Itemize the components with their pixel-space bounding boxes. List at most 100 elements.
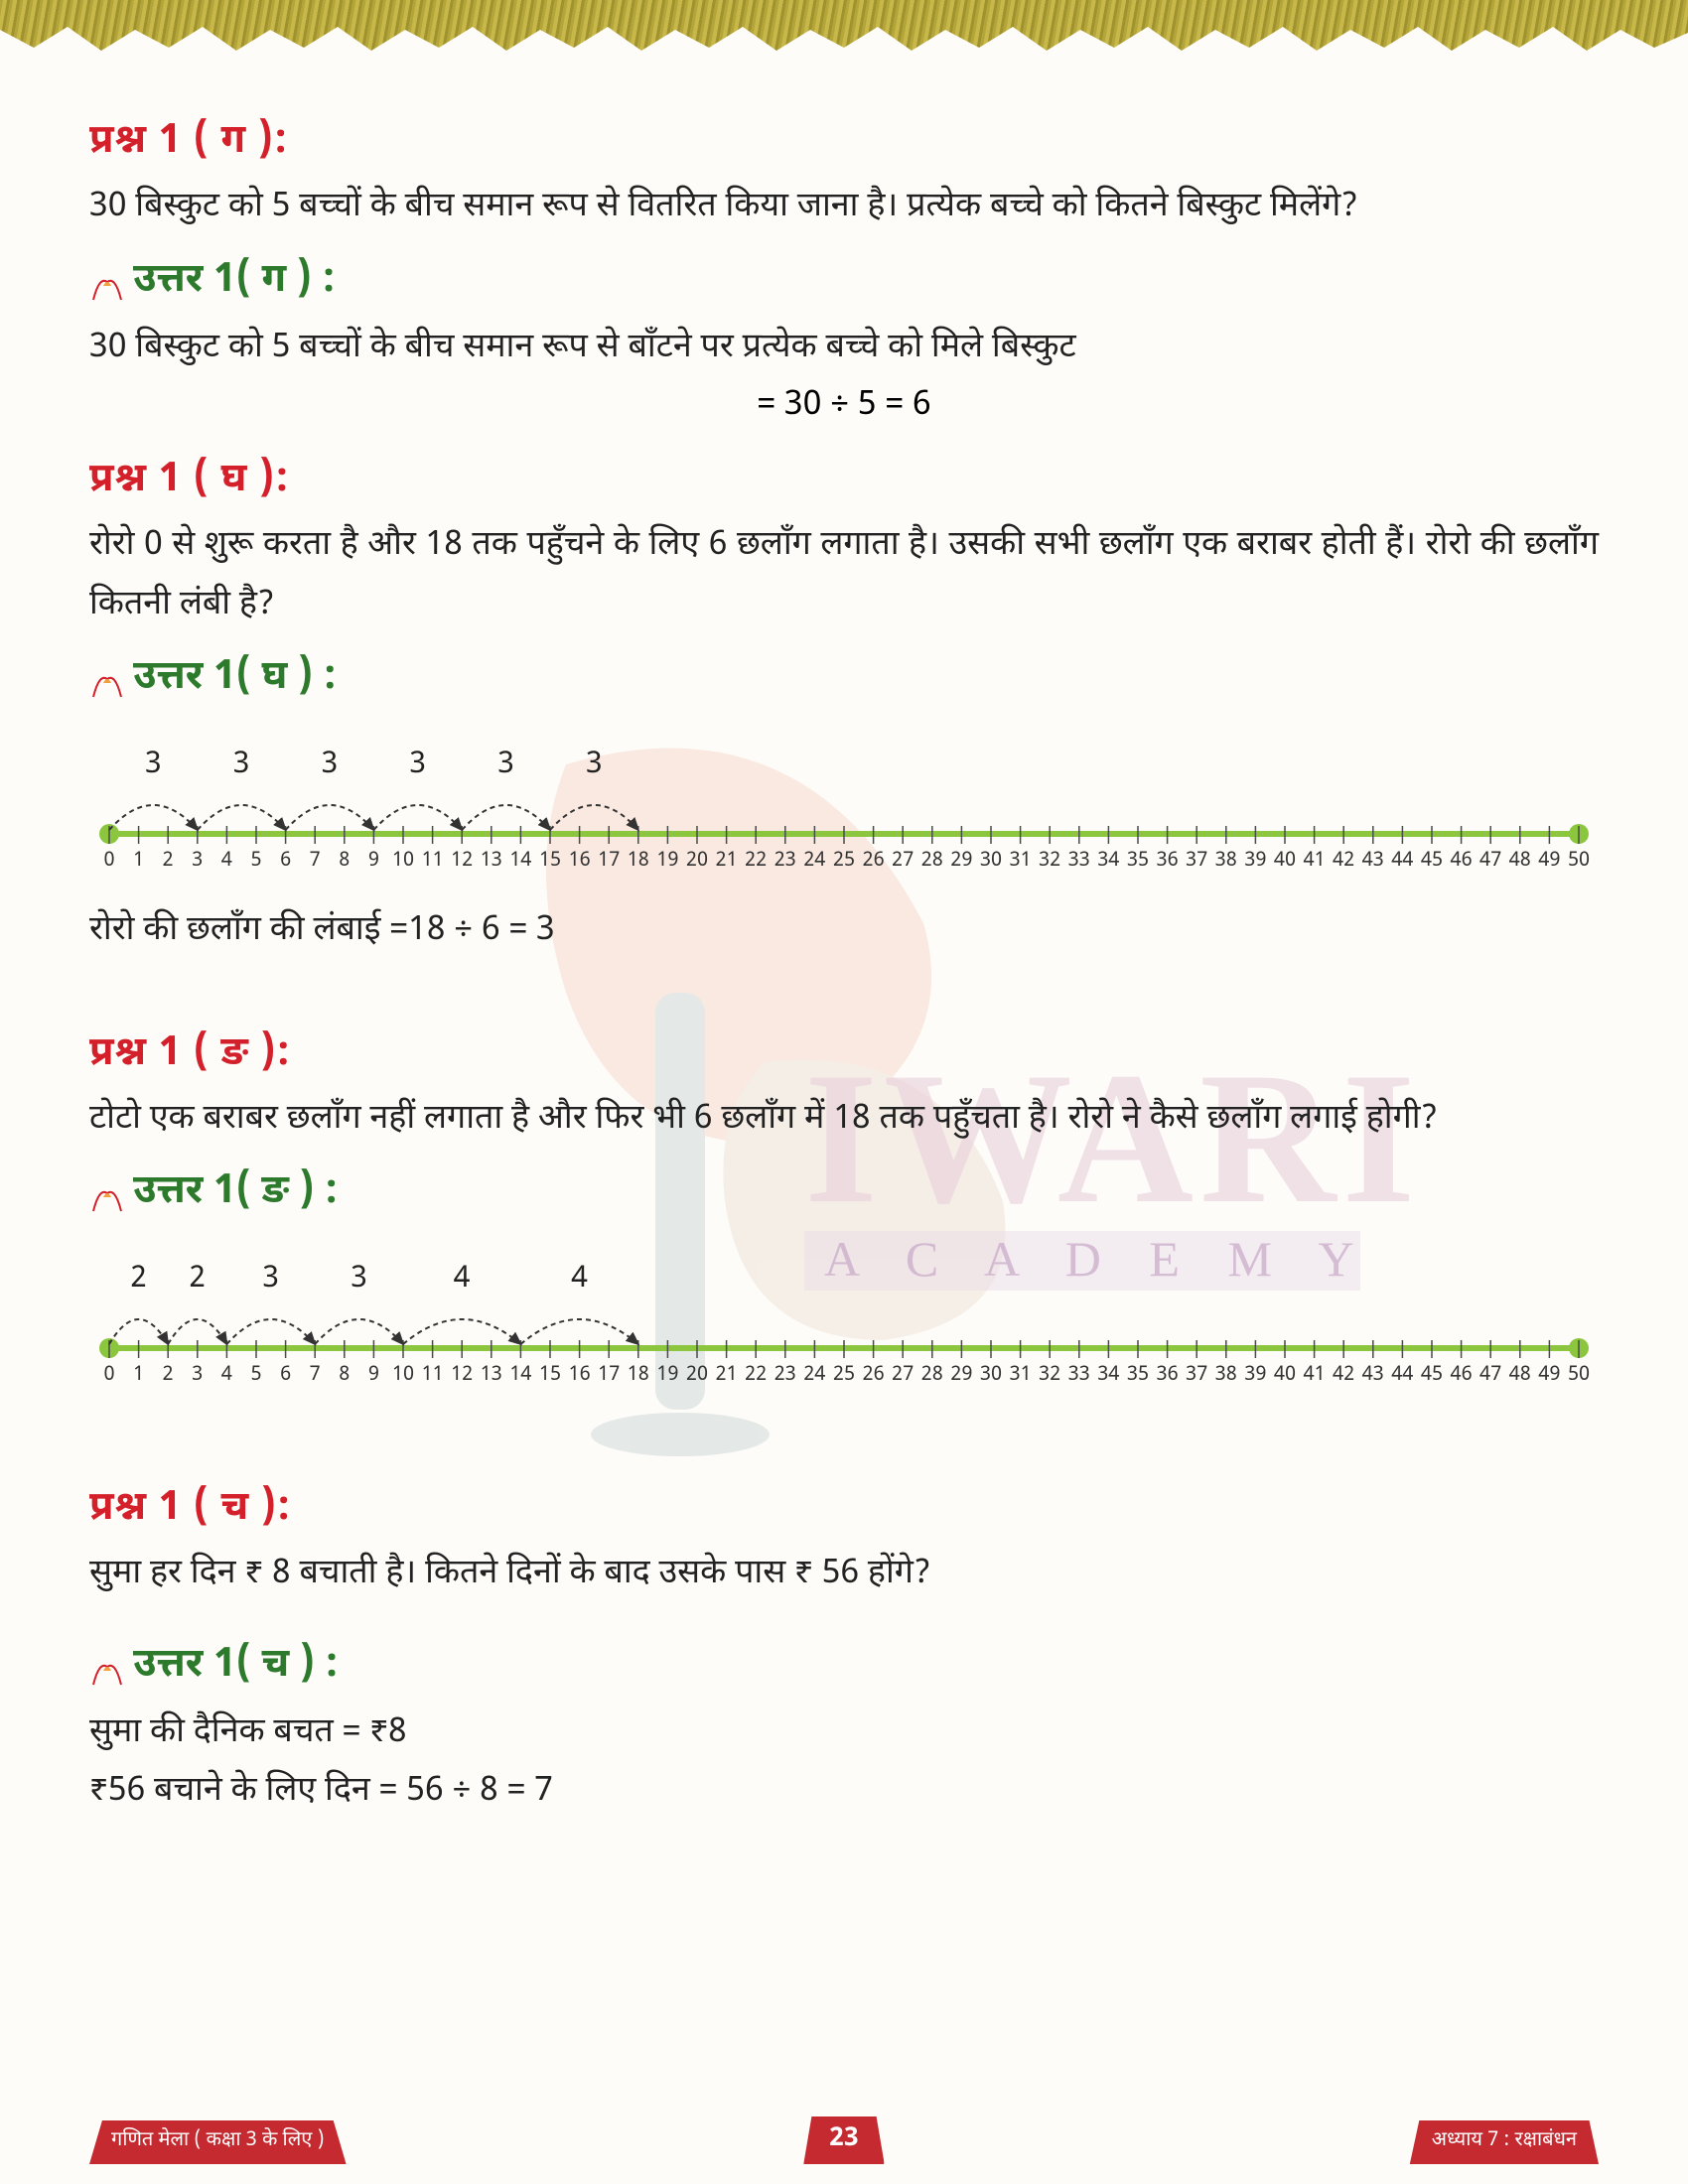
svg-text:33: 33 bbox=[1068, 1363, 1090, 1389]
svg-text:29: 29 bbox=[950, 1363, 972, 1389]
svg-text:3: 3 bbox=[586, 747, 603, 785]
svg-text:3: 3 bbox=[351, 1261, 367, 1299]
svg-text:11: 11 bbox=[422, 1363, 444, 1389]
answer-1f-line1: सुमा की दैनिक बचत = ₹8 bbox=[89, 1705, 1599, 1764]
answer-1f-heading: उत्तर 1( च ) : bbox=[89, 1641, 1599, 1693]
svg-text:31: 31 bbox=[1010, 849, 1032, 875]
svg-text:33: 33 bbox=[1068, 849, 1090, 875]
svg-text:32: 32 bbox=[1039, 1363, 1060, 1389]
footer-left-label: गणित मेला ( कक्षा 3 के लिए ) bbox=[89, 2120, 347, 2164]
question-1f-body: सुमा हर दिन ₹ 8 बचाती है। कितने दिनों के… bbox=[89, 1546, 1599, 1605]
svg-text:4: 4 bbox=[571, 1261, 588, 1299]
svg-text:9: 9 bbox=[368, 849, 379, 875]
svg-text:0: 0 bbox=[103, 849, 114, 875]
svg-text:4: 4 bbox=[454, 1261, 471, 1299]
svg-text:43: 43 bbox=[1362, 1363, 1384, 1389]
answer-1e-heading: उत्तर 1( ङ ) : bbox=[89, 1167, 1599, 1219]
svg-text:25: 25 bbox=[833, 849, 855, 875]
svg-text:43: 43 bbox=[1362, 849, 1384, 875]
svg-text:46: 46 bbox=[1451, 1363, 1473, 1389]
svg-text:42: 42 bbox=[1333, 1363, 1354, 1389]
svg-text:31: 31 bbox=[1010, 1363, 1032, 1389]
svg-text:21: 21 bbox=[716, 849, 738, 875]
svg-text:10: 10 bbox=[392, 1363, 414, 1389]
svg-text:15: 15 bbox=[539, 849, 561, 875]
svg-text:41: 41 bbox=[1304, 1363, 1326, 1389]
numberline-1e: 0123456789101112131415161718192021222324… bbox=[89, 1237, 1599, 1403]
svg-text:25: 25 bbox=[833, 1363, 855, 1389]
svg-text:28: 28 bbox=[921, 849, 943, 875]
svg-text:12: 12 bbox=[451, 1363, 473, 1389]
svg-text:16: 16 bbox=[569, 849, 591, 875]
svg-text:5: 5 bbox=[250, 849, 261, 875]
svg-text:20: 20 bbox=[686, 1363, 708, 1389]
svg-text:19: 19 bbox=[656, 1363, 678, 1389]
answer-1e-label: उत्तर 1( ङ ) : bbox=[133, 1167, 338, 1219]
svg-text:38: 38 bbox=[1215, 1363, 1237, 1389]
answer-1c-calc: = 30 ÷ 5 = 6 bbox=[89, 384, 1599, 428]
svg-text:28: 28 bbox=[921, 1363, 943, 1389]
svg-text:38: 38 bbox=[1215, 849, 1237, 875]
svg-text:50: 50 bbox=[1568, 849, 1590, 875]
question-1f-heading: प्रश्न 1 ( च ): bbox=[89, 1484, 1599, 1536]
svg-text:44: 44 bbox=[1391, 849, 1413, 875]
svg-text:7: 7 bbox=[310, 849, 321, 875]
svg-text:3: 3 bbox=[497, 747, 514, 785]
numberline-1e-svg: 0123456789101112131415161718192021222324… bbox=[89, 1237, 1599, 1396]
svg-text:19: 19 bbox=[656, 849, 678, 875]
svg-text:1: 1 bbox=[133, 1363, 144, 1389]
svg-text:3: 3 bbox=[192, 1363, 203, 1389]
svg-text:2: 2 bbox=[190, 1261, 207, 1299]
answer-1f-line2: ₹56 बचाने के लिए दिन = 56 ÷ 8 = 7 bbox=[89, 1763, 1599, 1823]
svg-text:13: 13 bbox=[481, 849, 502, 875]
svg-text:36: 36 bbox=[1157, 1363, 1179, 1389]
svg-text:17: 17 bbox=[598, 1363, 620, 1389]
svg-text:24: 24 bbox=[803, 849, 825, 875]
svg-text:50: 50 bbox=[1568, 1363, 1590, 1389]
svg-text:22: 22 bbox=[745, 1363, 767, 1389]
svg-text:18: 18 bbox=[628, 849, 649, 875]
svg-text:2: 2 bbox=[163, 849, 174, 875]
svg-text:3: 3 bbox=[410, 747, 427, 785]
question-1d-heading: प्रश्न 1 ( घ ): bbox=[89, 456, 1599, 507]
tiwari-logo-icon bbox=[89, 267, 125, 297]
svg-text:3: 3 bbox=[233, 747, 250, 785]
footer-page-number: 23 bbox=[803, 2116, 884, 2164]
svg-text:30: 30 bbox=[980, 849, 1002, 875]
svg-text:34: 34 bbox=[1097, 1363, 1119, 1389]
svg-text:1: 1 bbox=[133, 849, 144, 875]
svg-text:36: 36 bbox=[1157, 849, 1179, 875]
svg-text:3: 3 bbox=[192, 849, 203, 875]
svg-text:27: 27 bbox=[892, 849, 914, 875]
svg-text:34: 34 bbox=[1097, 849, 1119, 875]
svg-text:12: 12 bbox=[451, 849, 473, 875]
footer-page-wrap: 23 bbox=[803, 2116, 884, 2164]
svg-text:49: 49 bbox=[1538, 849, 1560, 875]
answer-1d-label: उत्तर 1( घ ) : bbox=[133, 653, 337, 705]
question-1c-body: 30 बिस्कुट को 5 बच्चों के बीच समान रूप स… bbox=[89, 179, 1599, 238]
svg-text:5: 5 bbox=[250, 1363, 261, 1389]
answer-1c-label: उत्तर 1( ग ) : bbox=[133, 256, 336, 308]
svg-text:2: 2 bbox=[163, 1363, 174, 1389]
svg-text:4: 4 bbox=[221, 849, 232, 875]
svg-text:18: 18 bbox=[628, 1363, 649, 1389]
tiwari-logo-icon bbox=[89, 664, 125, 694]
svg-text:17: 17 bbox=[598, 849, 620, 875]
svg-text:39: 39 bbox=[1244, 849, 1266, 875]
svg-text:2: 2 bbox=[130, 1261, 147, 1299]
svg-text:35: 35 bbox=[1127, 849, 1149, 875]
svg-text:48: 48 bbox=[1509, 1363, 1531, 1389]
svg-text:24: 24 bbox=[803, 1363, 825, 1389]
svg-text:29: 29 bbox=[950, 849, 972, 875]
question-1c-heading: प्रश्न 1 ( ग ): bbox=[89, 117, 1599, 169]
svg-text:30: 30 bbox=[980, 1363, 1002, 1389]
answer-1c-heading: उत्तर 1( ग ) : bbox=[89, 256, 1599, 308]
numberline-1d-svg: 0123456789101112131415161718192021222324… bbox=[89, 723, 1599, 882]
svg-text:6: 6 bbox=[280, 849, 291, 875]
page-content: प्रश्न 1 ( ग ): 30 बिस्कुट को 5 बच्चों क… bbox=[0, 60, 1688, 1823]
decorative-top-border bbox=[0, 0, 1688, 60]
svg-text:0: 0 bbox=[103, 1363, 114, 1389]
svg-text:11: 11 bbox=[422, 849, 444, 875]
question-1e-heading: प्रश्न 1 ( ङ ): bbox=[89, 1029, 1599, 1081]
svg-text:49: 49 bbox=[1538, 1363, 1560, 1389]
